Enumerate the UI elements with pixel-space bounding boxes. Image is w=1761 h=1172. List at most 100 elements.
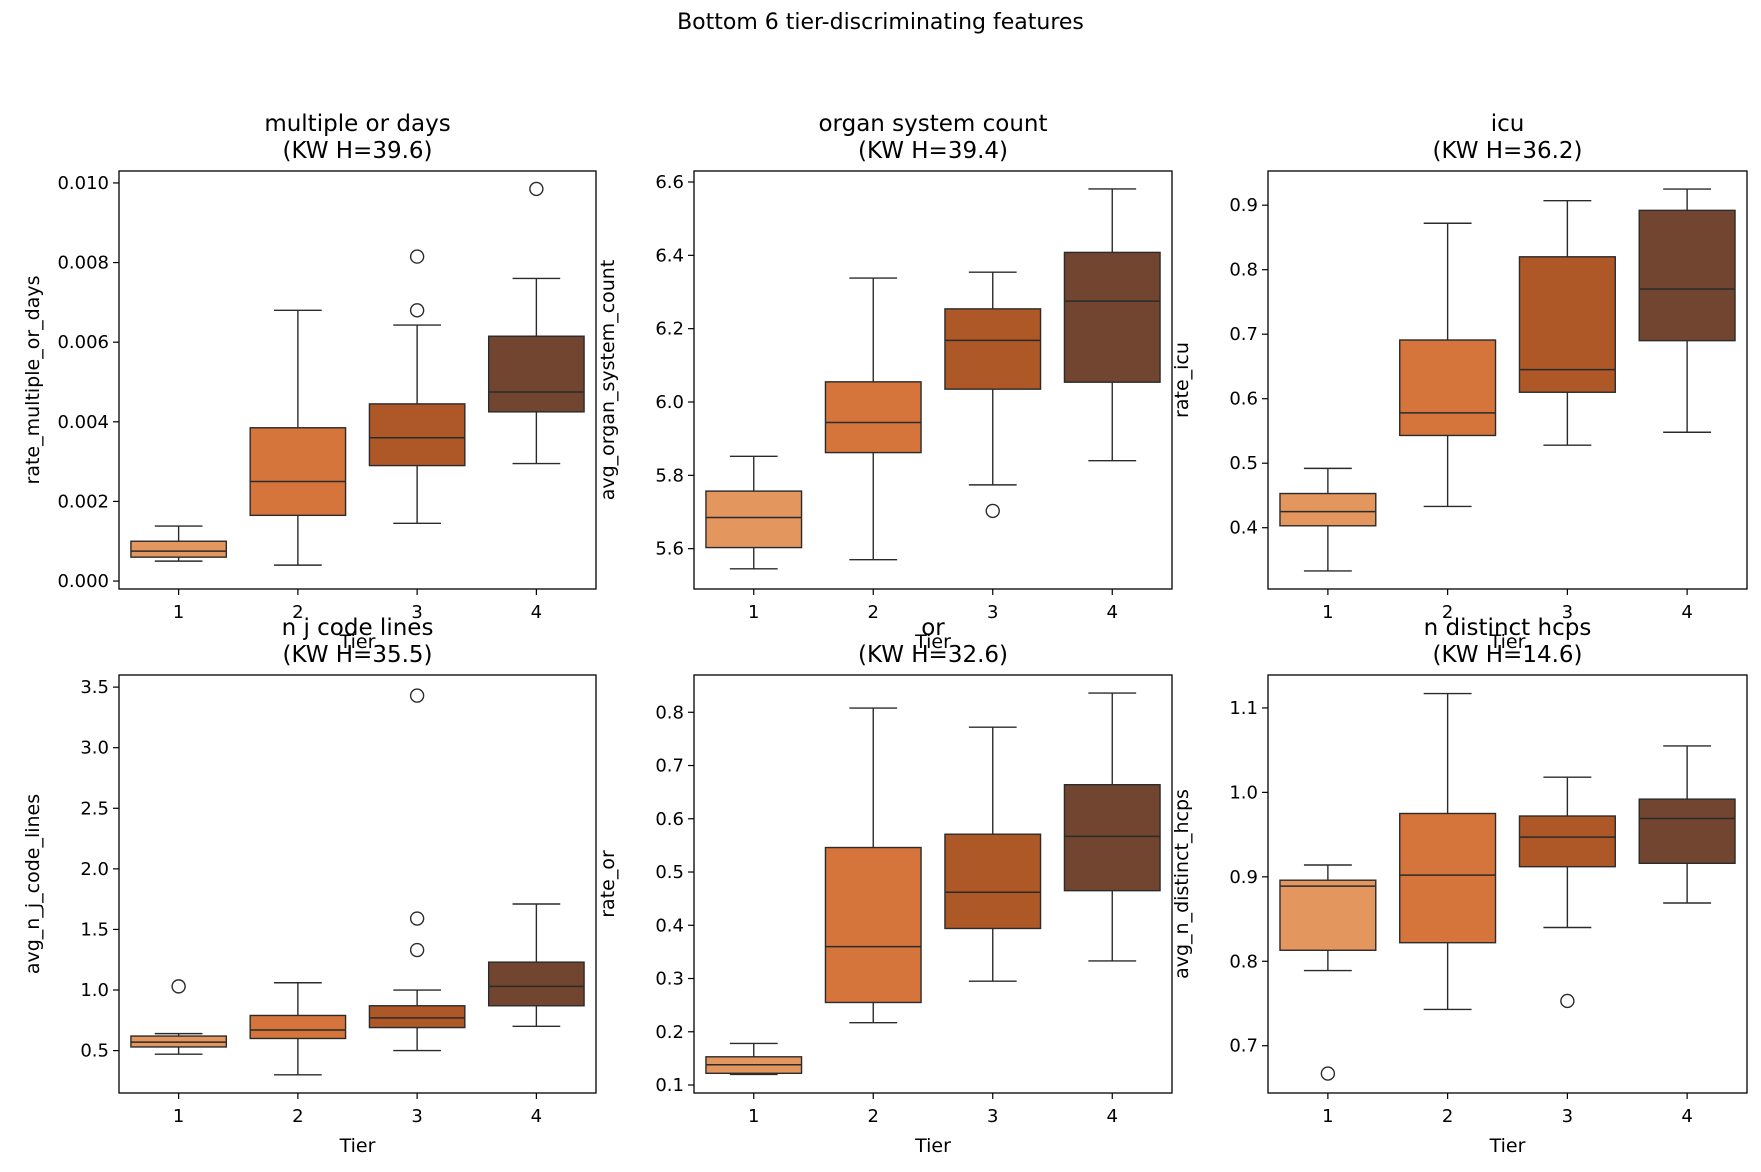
outlier-point	[409, 942, 425, 958]
y-tick-label: 0.000	[57, 571, 109, 592]
axes-frame	[118, 170, 597, 590]
subplot-subtitle: (KW H=39.6)	[282, 138, 432, 164]
subplot-5: or(KW H=32.6) 0.1 0.2 0.3 0.4 0.5 0.6 0.7 0.8 1 2 3…	[597, 615, 1173, 1157]
box-iqr	[1638, 798, 1736, 865]
subplot-title: or	[921, 615, 945, 641]
box-tier-1	[705, 455, 803, 570]
x-axis-label: Tier	[339, 631, 376, 653]
box-iqr	[1399, 339, 1497, 437]
box-tier-3	[368, 249, 466, 525]
x-tick-label: 3	[1562, 1106, 1573, 1127]
outlier-point	[409, 911, 425, 926]
box-iqr	[1518, 815, 1616, 868]
box-tier-4	[487, 903, 585, 1028]
y-axis-label: rate_or	[597, 850, 619, 918]
subplot-subtitle: (KW H=35.5)	[282, 642, 432, 668]
box-tier-1	[705, 1042, 803, 1076]
x-tick-label: 2	[868, 602, 879, 623]
figure-title: Bottom 6 tier-discriminating features	[677, 10, 1084, 35]
box-iqr	[487, 335, 585, 413]
outlier-point	[409, 249, 425, 264]
x-tick-label: 2	[292, 1106, 303, 1127]
x-axis-label: Tier	[1489, 1135, 1526, 1157]
axes-frame	[118, 674, 597, 1094]
subplot-2: organ system count(KW H=39.4) 5.6 5.8 6.0 6.…	[597, 111, 1173, 653]
box-iqr	[249, 1014, 347, 1040]
y-axis-label: avg_n_distinct_hcps	[1171, 789, 1193, 979]
y-tick-label: 0.4	[1229, 518, 1258, 539]
x-tick-label: 1	[748, 1106, 759, 1127]
x-tick-label: 1	[173, 1106, 184, 1127]
axes-frame	[693, 170, 1173, 590]
subplot-6: n distinct hcps(KW H=14.6) 0.7 0.8 0.9 1.0 1.…	[1171, 615, 1748, 1157]
x-tick-label: 2	[1442, 1106, 1453, 1127]
box-iqr	[1063, 783, 1161, 892]
y-tick-label: 0.002	[57, 491, 109, 512]
box-iqr	[944, 308, 1042, 390]
x-tick-label: 1	[1322, 602, 1333, 623]
y-tick-label: 0.5	[655, 862, 684, 883]
box-iqr	[705, 490, 803, 549]
subplot-subtitle: (KW H=39.4)	[858, 138, 1008, 164]
box-iqr	[1279, 492, 1377, 527]
y-axis-label: rate_icu	[1171, 342, 1193, 418]
y-tick-label: 0.8	[1229, 260, 1258, 281]
axes-frame	[1267, 170, 1748, 590]
x-axis-label: Tier	[914, 1135, 951, 1157]
box-tier-3	[944, 726, 1042, 982]
x-tick-label: 2	[868, 1106, 879, 1127]
outlier-point	[409, 688, 425, 703]
x-tick-label: 4	[531, 602, 542, 623]
y-tick-label: 0.5	[80, 1041, 109, 1062]
y-tick-label: 0.9	[1229, 867, 1258, 888]
box-iqr	[368, 1005, 466, 1029]
x-tick-label: 2	[292, 602, 303, 623]
x-tick-label: 4	[1681, 1106, 1692, 1127]
axes-frame	[1267, 674, 1748, 1094]
subplot-4: n j code lines(KW H=35.5) 0.5 1.0 1.5 2.0 2.5…	[22, 615, 597, 1157]
outlier-point	[409, 303, 425, 318]
x-tick-label: 1	[748, 602, 759, 623]
x-tick-label: 3	[411, 602, 422, 623]
box-tier-4	[1063, 188, 1161, 462]
x-tick-label: 3	[411, 1106, 422, 1127]
y-tick-label: 2.0	[80, 859, 109, 880]
y-tick-label: 3.5	[80, 677, 109, 698]
y-tick-label: 0.7	[655, 756, 684, 777]
y-tick-label: 0.010	[57, 173, 109, 194]
outlier-point	[529, 181, 544, 197]
x-tick-label: 4	[531, 1106, 542, 1127]
y-tick-label: 6.2	[655, 319, 684, 340]
y-tick-label: 0.7	[1229, 1036, 1258, 1057]
box-iqr	[130, 540, 228, 558]
box-iqr	[487, 961, 585, 1007]
box-tier-2	[824, 277, 922, 561]
x-tick-label: 4	[1107, 602, 1118, 623]
x-axis-label: Tier	[1489, 631, 1526, 653]
y-tick-label: 1.5	[80, 919, 109, 940]
subplot-3: icu(KW H=36.2) 0.4 0.5 0.6 0.7 0.8 0.9 1 2 3 4 Tier…	[1171, 111, 1748, 653]
x-tick-label: 2	[1442, 602, 1453, 623]
box-iqr	[249, 427, 347, 517]
y-tick-label: 0.4	[655, 915, 684, 936]
box-iqr	[1638, 209, 1736, 342]
y-tick-label: 3.0	[80, 738, 109, 759]
x-tick-label: 4	[1681, 602, 1692, 623]
y-axis-label: rate_multiple_or_days	[22, 276, 44, 485]
y-axis-label: avg_n_j_code_lines	[22, 794, 44, 974]
y-tick-label: 0.8	[655, 702, 684, 723]
y-tick-label: 6.6	[655, 172, 684, 193]
y-tick-label: 6.0	[655, 392, 684, 413]
y-tick-label: 0.006	[57, 332, 109, 353]
box-iqr	[368, 403, 466, 467]
box-iqr	[1063, 251, 1161, 383]
y-tick-label: 0.3	[655, 969, 684, 990]
y-tick-label: 5.8	[655, 465, 684, 486]
y-tick-label: 0.9	[1229, 195, 1258, 216]
box-tier-2	[824, 707, 922, 1024]
box-iqr	[944, 833, 1042, 930]
subplot-subtitle: (KW H=32.6)	[858, 642, 1008, 668]
box-tier-1	[1279, 864, 1377, 1081]
y-tick-label: 0.6	[655, 809, 684, 830]
